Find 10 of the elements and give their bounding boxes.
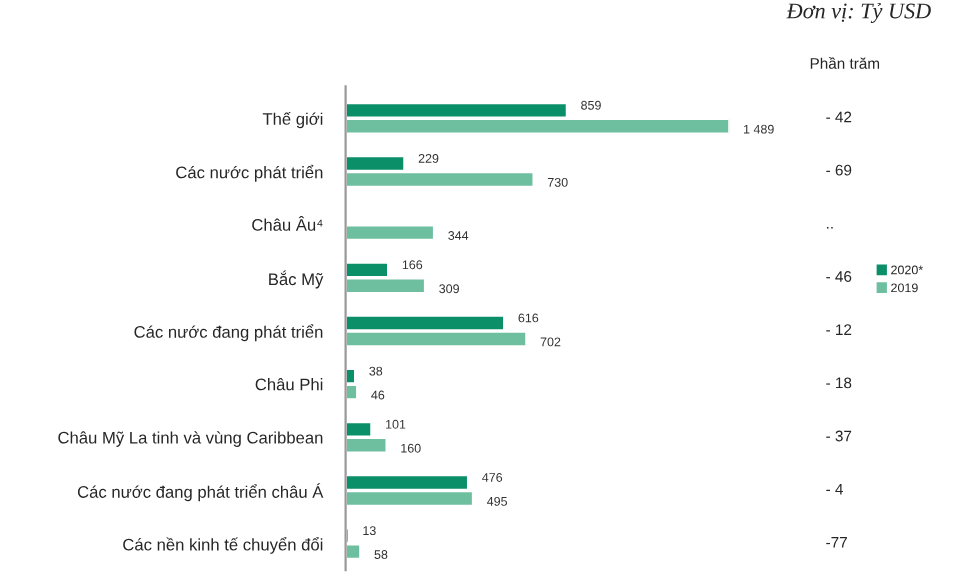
text: Đơn vị: Tỷ USD: [786, 2, 931, 24]
y-tick-label: Các nước phát triển: [176, 164, 323, 182]
y-tick-label: Thế giới: [262, 111, 323, 129]
y-tick-label: Các nền kinh tế chuyển đổi: [123, 536, 323, 554]
y-tick-label: Châu Âu⁴: [252, 216, 323, 231]
y-tick-label: Các nước đang phát triển châu Á: [77, 483, 324, 502]
y-tick-label: Bắc Mỹ: [269, 270, 324, 289]
y-tick-label: Các nước đang phát triển: [134, 324, 323, 342]
y-tick-label: Châu Phi: [255, 378, 323, 391]
y-tick-label: Châu Mỹ La tinh và vùng Caribbean: [58, 431, 323, 447]
